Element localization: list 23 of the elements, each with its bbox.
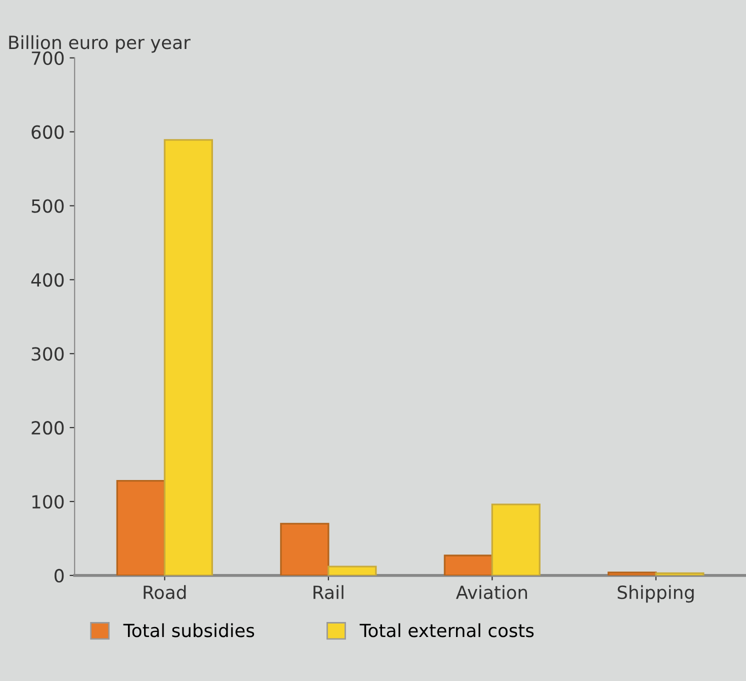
bar — [164, 139, 213, 576]
y-tick-label: 600 — [32, 125, 64, 139]
bar — [655, 572, 704, 576]
legend-label: Total external costs — [360, 623, 534, 638]
x-tick-label: Shipping — [618, 585, 694, 603]
bar — [116, 480, 166, 576]
y-tick-label: 400 — [31, 273, 64, 287]
bar — [328, 566, 377, 576]
y-tick-label: 700 — [32, 51, 64, 65]
x-tick-label: Aviation — [456, 585, 527, 600]
y-tick-label: 500 — [32, 199, 64, 213]
y-tick-label: 300 — [32, 347, 64, 361]
x-tick-label: Rail — [314, 585, 344, 600]
bar — [491, 504, 540, 576]
legend-label: Total subsidies — [123, 623, 254, 638]
x-tick-label: Road — [144, 585, 186, 600]
bar — [280, 522, 330, 576]
bar — [444, 554, 494, 576]
y-tick-label: 200 — [32, 421, 64, 435]
y-axis-title: Billion euro per year — [9, 35, 191, 53]
y-tick-label: 100 — [32, 494, 64, 509]
bar — [608, 572, 657, 576]
y-tick-label: 0 — [54, 568, 64, 583]
